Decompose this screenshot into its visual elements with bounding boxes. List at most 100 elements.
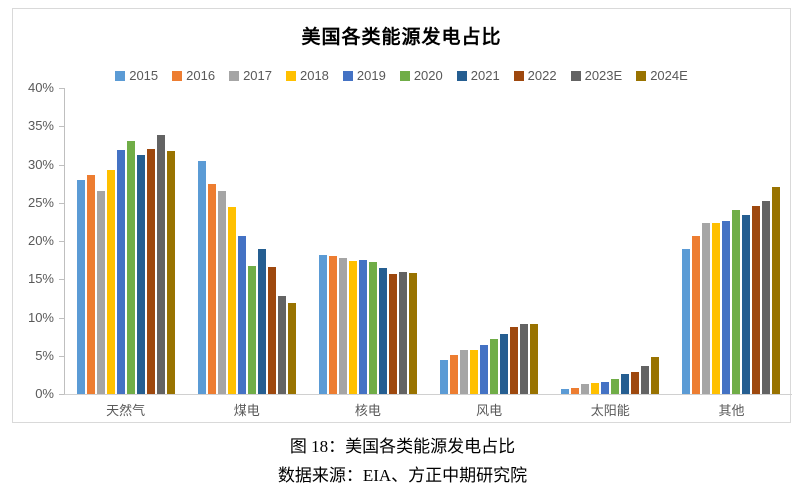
bar-核电-2021 <box>378 267 387 394</box>
legend-swatch-icon <box>172 70 183 81</box>
y-axis-tick-label: 30% <box>27 156 54 172</box>
category-label-煤电: 煤电 <box>233 403 260 418</box>
category-label-风电: 风电 <box>476 403 503 418</box>
legend-swatch-icon <box>115 70 126 81</box>
bar-天然气-2015 <box>76 179 85 394</box>
bar-天然气-2021 <box>136 154 145 394</box>
y-axis-tick-label: 10% <box>27 309 54 325</box>
bar-group-其他 <box>671 88 792 394</box>
legend-label: 2019 <box>356 68 386 83</box>
legend-item-2016: 2016 <box>172 68 215 83</box>
bar-太阳能-2017 <box>581 384 590 394</box>
bar-风电-2024E <box>530 323 539 394</box>
bar-太阳能-2024E <box>651 357 660 394</box>
legend-item-2024E: 2024E <box>636 68 688 83</box>
legend-label: 2020 <box>413 68 443 83</box>
bar-煤电-2018 <box>227 207 236 394</box>
bar-天然气-2019 <box>116 150 125 394</box>
legend-label: 2016 <box>186 68 216 83</box>
bar-煤电-2021 <box>257 248 266 394</box>
bar-其他-2016 <box>692 236 701 394</box>
legend-item-2023E: 2023E <box>570 68 623 83</box>
bar-煤电-2022 <box>267 267 276 394</box>
bar-风电-2023E <box>520 324 529 394</box>
bar-天然气-2017 <box>96 190 105 394</box>
bar-太阳能-2022 <box>631 371 640 394</box>
y-axis-tick-mark <box>59 88 64 89</box>
bar-天然气-2020 <box>126 140 135 394</box>
bar-其他-2024E <box>772 186 781 394</box>
y-axis-tick-label: 40% <box>27 80 54 95</box>
bar-其他-2019 <box>722 221 731 394</box>
category-label-其他: 其他 <box>718 403 745 418</box>
bar-风电-2017 <box>460 349 469 394</box>
bar-太阳能-2018 <box>591 383 600 394</box>
legend-label: 2015 <box>129 68 159 83</box>
y-axis-tick-label: 20% <box>27 233 54 248</box>
bar-煤电-2019 <box>237 235 246 394</box>
category-axis: 天然气 煤电 核电 风电 太阳能 其他 <box>65 400 792 419</box>
bar-其他-2015 <box>682 248 691 394</box>
chart-title: 美国各类能源发电占比 <box>301 27 502 48</box>
legend-item-2020: 2020 <box>399 68 443 83</box>
y-axis-tick-label: 25% <box>27 194 54 210</box>
bar-太阳能-2023E <box>641 365 650 394</box>
bar-风电-2020 <box>490 338 499 394</box>
bar-天然气-2024E <box>166 150 175 394</box>
bar-其他-2021 <box>742 215 751 394</box>
bar-group-核电 <box>307 88 428 394</box>
legend-swatch-icon <box>636 70 647 81</box>
bar-风电-2018 <box>470 350 479 394</box>
category-label-天然气: 天然气 <box>106 403 146 418</box>
legend-item-2021: 2021 <box>456 68 500 83</box>
legend-swatch-icon <box>342 70 353 81</box>
legend-label: 2018 <box>299 68 329 83</box>
bar-group-太阳能 <box>550 88 671 394</box>
bar-天然气-2023E <box>156 134 165 394</box>
bar-太阳能-2015 <box>561 389 570 394</box>
bar-风电-2021 <box>500 333 509 394</box>
y-axis-tick-label: 15% <box>27 271 54 287</box>
bar-核电-2020 <box>368 262 377 394</box>
y-axis-tick-label: 35% <box>27 118 54 134</box>
category-label-核电: 核电 <box>354 403 381 418</box>
bar-风电-2016 <box>450 355 459 394</box>
bar-煤电-2024E <box>287 303 296 394</box>
legend-label: 2021 <box>470 68 500 83</box>
y-axis-tick-mark <box>59 126 64 128</box>
figure-caption: 图 18：美国各类能源发电占比 <box>289 437 516 456</box>
bar-其他-2022 <box>752 205 761 394</box>
legend-swatch-icon <box>456 70 467 81</box>
bar-煤电-2016 <box>207 183 216 394</box>
legend-label: 2022 <box>527 68 557 83</box>
bar-其他-2023E <box>762 200 771 394</box>
legend-item-2019: 2019 <box>342 68 386 83</box>
legend-label: 2024E <box>650 68 688 83</box>
legend-swatch-icon <box>570 70 581 81</box>
bar-天然气-2016 <box>86 175 95 394</box>
chart-container: 美国各类能源发电占比 2015 2016 2017 2018 2019 2020 2021 2… <box>12 8 792 423</box>
bar-风电-2022 <box>510 326 519 394</box>
bar-group-风电 <box>429 88 550 394</box>
bar-核电-2016 <box>328 256 337 394</box>
plot-area <box>64 88 792 395</box>
plot-groups <box>65 88 792 394</box>
legend-swatch-icon <box>285 70 296 81</box>
bar-核电-2018 <box>348 260 357 394</box>
y-axis-tick-mark <box>59 279 64 281</box>
bar-核电-2017 <box>338 257 347 394</box>
bar-其他-2020 <box>732 209 741 394</box>
bar-核电-2022 <box>388 273 397 394</box>
legend-swatch-icon <box>229 70 240 81</box>
bar-风电-2015 <box>440 360 449 394</box>
legend-label: 2023E <box>584 68 623 83</box>
chart-legend: 2015 2016 2017 2018 2019 2020 2021 2022 2023E 202… <box>13 68 790 83</box>
y-axis-tick-label: 0% <box>35 386 54 401</box>
bar-其他-2017 <box>702 222 711 394</box>
legend-swatch-icon <box>399 70 410 81</box>
bar-太阳能-2019 <box>601 381 610 394</box>
bar-核电-2015 <box>318 254 327 394</box>
bar-group-煤电 <box>186 88 307 394</box>
bar-太阳能-2016 <box>571 387 580 394</box>
